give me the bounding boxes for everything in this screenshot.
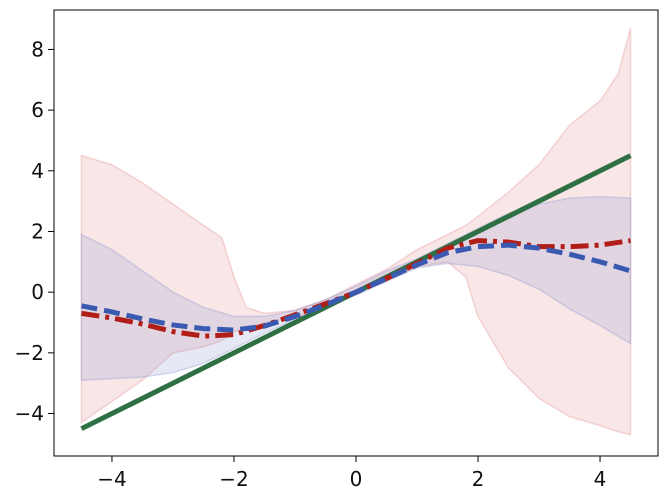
x-tick-label: −2 — [219, 467, 248, 491]
x-axis: −4 −2 0 2 4 — [97, 456, 606, 491]
y-tick-label: 8 — [31, 37, 44, 61]
y-tick-label: 0 — [31, 280, 44, 304]
x-tick-label: 4 — [594, 467, 607, 491]
y-tick-label: 4 — [31, 159, 44, 183]
confidence-bands — [80, 28, 632, 436]
y-tick-label: −4 — [15, 402, 44, 426]
x-tick-label: 2 — [472, 467, 485, 491]
series-lines — [80, 153, 632, 431]
y-axis: −4 −2 0 2 4 6 8 — [15, 37, 54, 426]
y-tick-label: 2 — [31, 219, 44, 243]
series-line-4 — [80, 242, 632, 333]
x-tick-label: 0 — [350, 467, 363, 491]
y-tick-label: 6 — [31, 98, 44, 122]
y-tick-label: −2 — [15, 341, 44, 365]
x-tick-label: −4 — [97, 467, 126, 491]
